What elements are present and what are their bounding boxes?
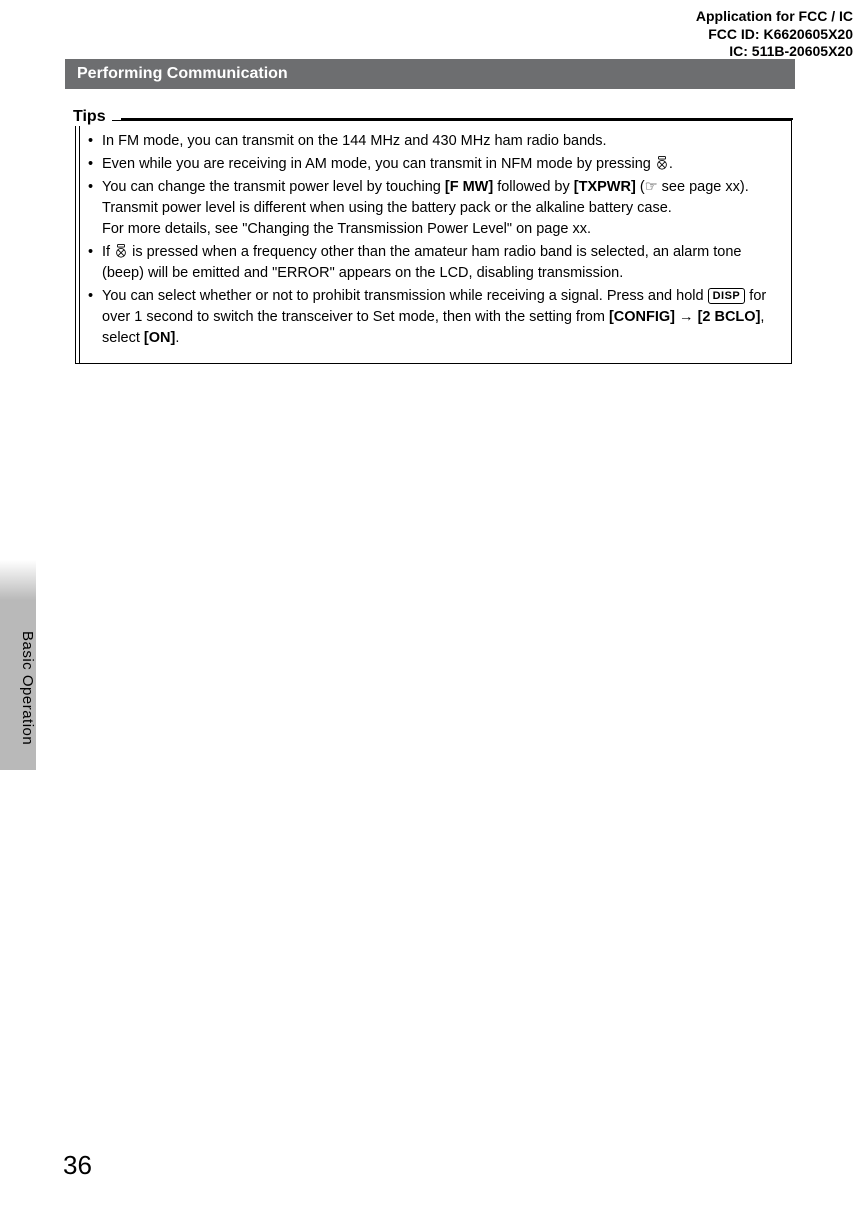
page-number: 36 [63, 1150, 92, 1181]
tip-5-on: [ON] [144, 330, 175, 346]
side-tab-gradient [0, 560, 36, 600]
header-line-2: FCC ID: K6620605X20 [696, 26, 853, 44]
tip-3-a: You can change the transmit power level … [102, 179, 445, 195]
disp-button-label: DISP [708, 288, 746, 304]
tip-3-txpwr: [TXPWR] [574, 179, 636, 195]
tip-5-a: You can select whether or not to prohibi… [102, 288, 708, 304]
tip-item-3: You can change the transmit power level … [84, 177, 783, 240]
tips-box: In FM mode, you can transmit on the 144 … [75, 120, 792, 364]
header-line-3: IC: 511B-20605X20 [696, 43, 853, 61]
tip-5-d: → [675, 309, 698, 325]
tip-2-text-a: Even while you are receiving in AM mode,… [102, 156, 655, 172]
tip-4-a: If [102, 244, 114, 260]
header-right-block: Application for FCC / IC FCC ID: K662060… [696, 8, 853, 61]
tip-2-text-b: . [669, 156, 673, 172]
tips-box-inner-border [79, 121, 80, 363]
side-tab: Basic Operation [0, 600, 36, 770]
tip-1-text: In FM mode, you can transmit on the 144 … [102, 133, 607, 149]
ptt-icon [114, 244, 128, 258]
tip-item-2: Even while you are receiving in AM mode,… [84, 154, 783, 175]
section-title-text: Performing Communication [77, 65, 288, 83]
tip-3-line2: Transmit power level is different when u… [102, 198, 783, 219]
tip-item-1: In FM mode, you can transmit on the 144 … [84, 131, 783, 152]
tip-5-bclo: [2 BCLO] [698, 309, 761, 325]
tip-3-f: see page xx). [658, 179, 749, 195]
tip-4-b: is pressed when a frequency other than t… [102, 244, 741, 281]
header-line-1: Application for FCC / IC [696, 8, 853, 26]
tips-heading-rule [121, 118, 793, 120]
section-title-bar: Performing Communication [65, 59, 795, 89]
ptt-icon [655, 156, 669, 170]
tip-item-5: You can select whether or not to prohibi… [84, 286, 783, 349]
tip-5-h: . [175, 330, 179, 346]
tip-item-4: If is pressed when a frequency other tha… [84, 242, 783, 284]
tip-5-config: [CONFIG] [609, 309, 675, 325]
tips-list: In FM mode, you can transmit on the 144 … [84, 131, 783, 349]
tip-3-line3: For more details, see "Changing the Tran… [102, 219, 783, 240]
tip-3-fmw: [F MW] [445, 179, 493, 195]
pointing-hand-icon: ☞ [645, 179, 658, 195]
tip-3-c: followed by [493, 179, 574, 195]
manual-page: Application for FCC / IC FCC ID: K662060… [0, 0, 863, 1205]
tip-3-e: ( [636, 179, 645, 195]
side-tab-label: Basic Operation [0, 600, 36, 770]
tips-heading: Tips [73, 108, 112, 126]
